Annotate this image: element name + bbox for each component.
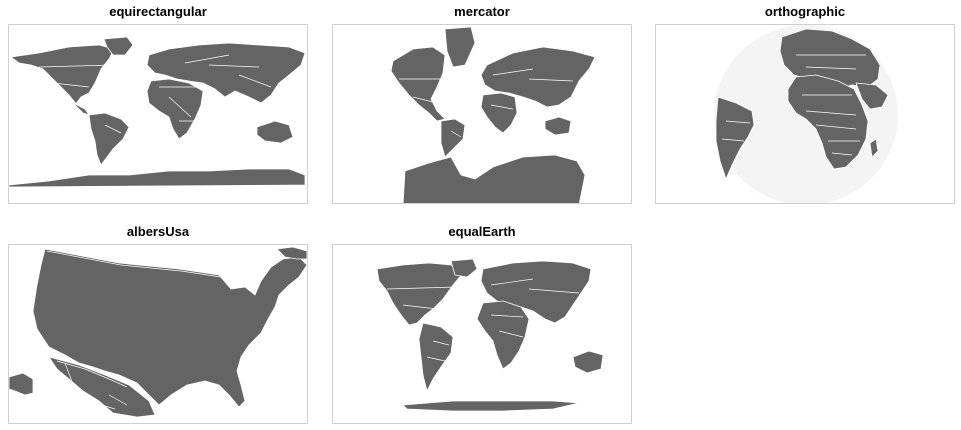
country-borders — [38, 54, 272, 134]
africa — [787, 74, 869, 170]
australia — [256, 120, 294, 144]
map-frame — [332, 24, 632, 204]
australia — [572, 350, 604, 374]
south-america — [418, 322, 454, 392]
north-america — [10, 44, 115, 116]
map-panel-mercator: mercator — [332, 2, 632, 204]
greenland — [450, 258, 478, 278]
equalearth-map — [376, 258, 604, 412]
map-panel-orthographic: orthographic — [655, 2, 955, 204]
north-america — [390, 46, 446, 122]
map-frame — [8, 24, 308, 204]
north-america — [376, 262, 464, 326]
landmass-group — [9, 36, 306, 188]
panel-title: mercator — [454, 4, 510, 19]
panel-title: orthographic — [764, 4, 846, 19]
south-america — [715, 96, 755, 180]
canada-east — [276, 246, 307, 260]
antarctica — [402, 400, 580, 412]
country-borders — [46, 250, 222, 410]
greenland — [103, 36, 134, 56]
africa — [146, 78, 204, 140]
greenland — [444, 26, 476, 68]
africa — [476, 300, 530, 370]
panel-title: equirectangular — [109, 4, 207, 19]
eurasia — [146, 42, 306, 104]
africa — [480, 92, 518, 134]
orthographic-map — [714, 25, 898, 203]
map-panel-equirectangular: equirectangular — [8, 2, 308, 204]
landmass-group — [390, 26, 596, 203]
australia — [544, 116, 572, 136]
country-borders — [399, 68, 574, 138]
map-panel-albersusa: albersUsa — [8, 222, 308, 424]
eurasia — [480, 260, 592, 324]
landmass-group — [715, 28, 889, 180]
panel-title: equalEarth — [448, 224, 516, 239]
map-frame — [332, 244, 632, 424]
madagascar — [869, 138, 879, 158]
albersusa-map — [9, 246, 307, 418]
mexico — [48, 356, 156, 418]
south-america — [440, 118, 466, 158]
map-frame — [8, 244, 308, 424]
country-borders — [721, 54, 866, 156]
landmass-group — [376, 258, 604, 412]
country-borders — [386, 278, 580, 362]
panel-title: albersUsa — [126, 224, 190, 239]
contiguous-usa — [32, 248, 307, 408]
alaska — [9, 372, 34, 396]
mercator-map — [390, 26, 596, 203]
antarctica — [402, 154, 586, 203]
map-panel-equalearth: equalEarth — [332, 222, 632, 424]
equirectangular-map — [9, 36, 306, 188]
middle-east — [855, 82, 889, 110]
landmass-group — [9, 246, 307, 418]
map-frame — [655, 24, 955, 204]
south-america — [88, 112, 130, 166]
antarctica — [9, 168, 306, 188]
eurasia — [480, 46, 596, 108]
